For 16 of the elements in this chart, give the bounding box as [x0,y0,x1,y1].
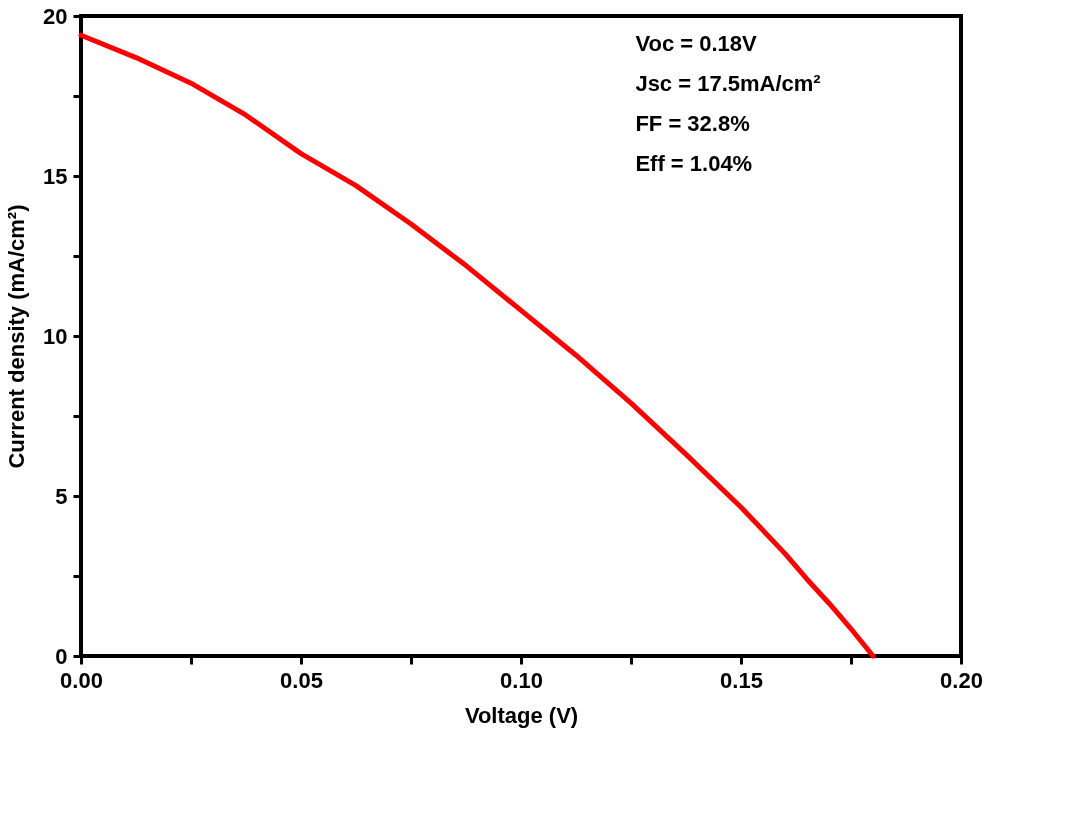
annotation: Voc = 0.18V [635,31,758,56]
x-tick-label: 0.20 [940,667,983,693]
annotation: Eff = 1.04% [635,151,753,176]
x-tick-label: 0.15 [720,667,763,693]
y-tick-label: 20 [43,3,68,29]
y-tick-label: 5 [55,483,68,509]
x-axis-title: Voltage (V) [464,702,579,728]
y-axis-title: Current density (mA/cm²) [4,204,30,469]
y-tick-label: 0 [55,643,68,669]
x-tick-label: 0.00 [60,667,103,693]
y-tick-label: 10 [43,323,68,349]
annotation: FF = 32.8% [635,111,750,136]
x-tick-label: 0.10 [500,667,543,693]
x-tick-label: 0.05 [280,667,323,693]
annotation: Jsc = 17.5mA/cm² [635,71,821,96]
y-tick-label: 15 [43,163,68,189]
